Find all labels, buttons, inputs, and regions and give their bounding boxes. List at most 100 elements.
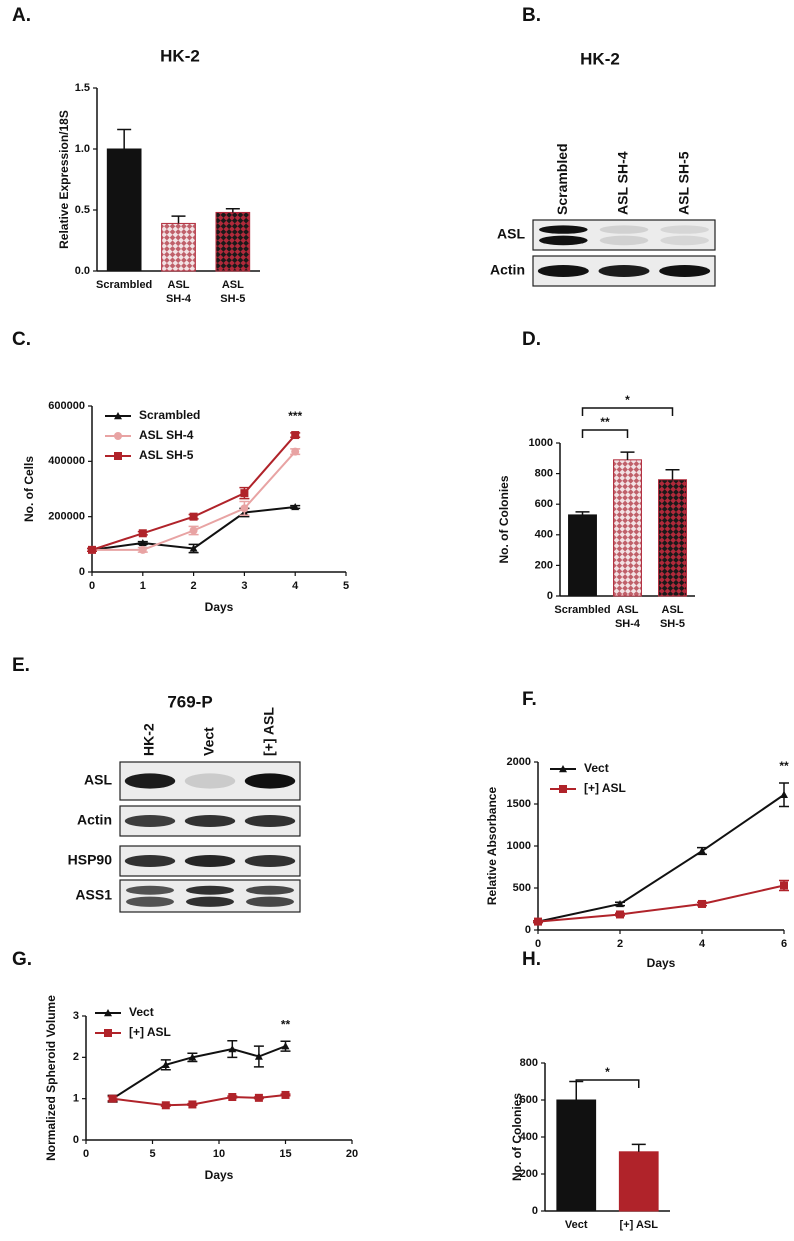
- y-axis-label: Normalized Spheroid Volume: [44, 995, 58, 1161]
- marker: [559, 765, 567, 773]
- y-tick-label: 0.5: [75, 204, 90, 216]
- y-axis-label: No. of Cells: [22, 456, 36, 522]
- y-tick-label: 600: [520, 1094, 538, 1106]
- y-tick-label: 600: [535, 498, 553, 510]
- marker: [161, 1060, 170, 1068]
- panel-label: F.: [522, 689, 537, 710]
- error-bar: [665, 469, 680, 480]
- y-tick-label: 0: [525, 924, 531, 936]
- chart-title: HK-2: [160, 46, 200, 65]
- x-tick-label: 2: [617, 938, 623, 950]
- marker: [189, 512, 198, 521]
- band: [539, 235, 588, 246]
- band: [599, 225, 649, 234]
- band: [244, 855, 296, 867]
- band: [539, 225, 588, 234]
- y-tick-label: 0: [532, 1205, 538, 1217]
- bar: [568, 514, 597, 597]
- marker: [616, 910, 624, 919]
- x-tick-label: 4: [699, 938, 706, 950]
- panel-label: E.: [12, 655, 30, 676]
- lane-label: ASL SH-4: [615, 151, 631, 215]
- row-label: ASL: [84, 772, 112, 788]
- x-tick-label: 6: [781, 938, 787, 950]
- x-tick-label: ASL: [662, 604, 684, 616]
- y-tick-label: 1.0: [75, 143, 90, 155]
- marker: [188, 1100, 197, 1109]
- lane-label: Scrambled: [554, 143, 570, 215]
- y-tick-label: 400000: [48, 455, 85, 467]
- marker: [88, 545, 96, 554]
- row-label: ASS1: [75, 887, 112, 903]
- band: [598, 265, 650, 277]
- significance-label: *: [625, 393, 630, 407]
- marker: [780, 790, 788, 798]
- y-tick-label: 600000: [48, 400, 85, 412]
- y-tick-label: 1000: [507, 840, 531, 852]
- x-tick-label: SH-5: [220, 293, 245, 305]
- bar: [618, 1151, 659, 1212]
- band: [184, 815, 236, 827]
- marker: [254, 1093, 263, 1102]
- marker: [698, 847, 706, 855]
- y-tick-label: 3: [73, 1010, 79, 1022]
- marker: [534, 917, 542, 926]
- x-tick-label: 15: [279, 1148, 291, 1160]
- panel-label: H.: [522, 949, 541, 970]
- x-tick-label: ASL: [617, 604, 639, 616]
- panel-label: C.: [12, 329, 31, 350]
- x-tick-label: SH-5: [660, 618, 685, 630]
- marker: [698, 899, 706, 908]
- band: [537, 265, 589, 277]
- y-tick-label: 800: [520, 1057, 538, 1069]
- y-tick-label: 400: [520, 1131, 538, 1143]
- blot-title: 769-P: [167, 692, 212, 711]
- panel-label: A.: [12, 5, 31, 26]
- x-tick-label: ASL: [168, 279, 190, 291]
- error-bar: [620, 451, 635, 460]
- marker: [138, 529, 147, 538]
- y-tick-label: 0: [547, 590, 553, 602]
- y-axis-label: Relative Absorbance: [485, 787, 499, 906]
- significance-label: **: [600, 415, 610, 429]
- y-tick-label: 1000: [529, 437, 553, 449]
- row-label: Actin: [490, 262, 525, 278]
- marker: [281, 1042, 290, 1050]
- significance-label: **: [281, 1017, 291, 1031]
- series-line: [537, 793, 785, 923]
- y-axis-label: No. of Colonies: [497, 475, 511, 563]
- band: [186, 896, 234, 907]
- band: [660, 225, 709, 234]
- marker: [780, 881, 788, 890]
- y-tick-label: 0: [73, 1134, 79, 1146]
- error-bar: [117, 128, 132, 149]
- band: [659, 265, 711, 277]
- panel-label: G.: [12, 949, 32, 970]
- x-tick-label: ASL: [222, 279, 244, 291]
- error-bar: [631, 1143, 646, 1152]
- x-tick-label: 20: [346, 1148, 358, 1160]
- legend-label: Scrambled: [139, 408, 200, 422]
- y-tick-label: 1500: [507, 798, 531, 810]
- legend-label: ASL SH-4: [139, 428, 194, 442]
- y-tick-label: 1.5: [75, 82, 90, 94]
- row-label: HSP90: [68, 852, 113, 868]
- marker: [108, 1094, 117, 1103]
- panel-label: B.: [522, 5, 541, 26]
- x-tick-label: Scrambled: [96, 279, 152, 291]
- band: [124, 855, 176, 867]
- y-tick-label: 200000: [48, 511, 85, 523]
- significance-bracket: [581, 429, 629, 438]
- y-axis-label: Relative Expression/18S: [57, 110, 71, 249]
- y-tick-label: 500: [513, 882, 531, 894]
- x-tick-label: SH-4: [166, 293, 192, 305]
- significance-label: ***: [288, 409, 302, 423]
- y-tick-label: 200: [535, 559, 553, 571]
- lane-label: Vect: [201, 727, 217, 756]
- row-label: ASL: [497, 226, 525, 242]
- marker: [138, 538, 147, 547]
- y-tick-label: 2: [73, 1051, 79, 1063]
- marker: [138, 545, 147, 554]
- x-tick-label: 4: [292, 580, 299, 592]
